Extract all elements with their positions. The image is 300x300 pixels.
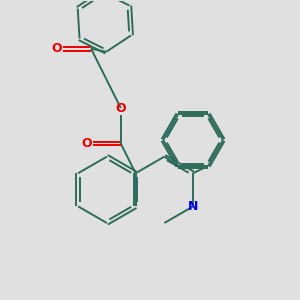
Text: O: O (52, 42, 62, 55)
Text: O: O (81, 137, 92, 150)
Text: N: N (188, 200, 198, 213)
Text: O: O (116, 101, 126, 115)
